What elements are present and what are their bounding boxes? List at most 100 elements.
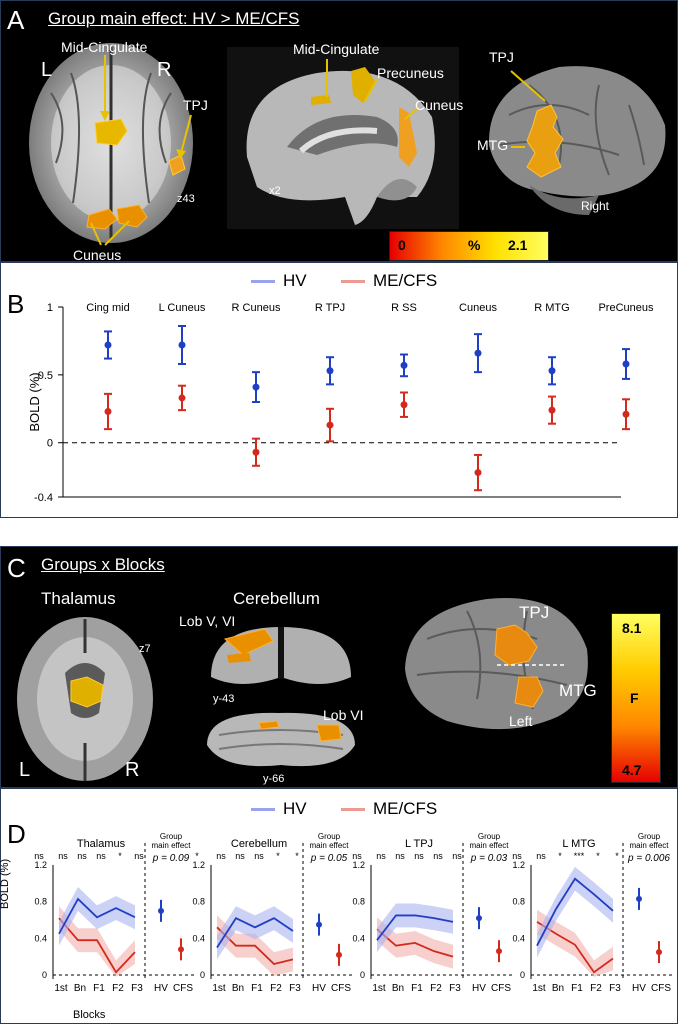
hv-point bbox=[326, 356, 334, 386]
axial-mid-cingulate-label: Mid-Cingulate bbox=[61, 39, 148, 55]
significance-mark: * bbox=[295, 851, 299, 861]
panel-d-letter: D bbox=[7, 819, 26, 849]
category-label: R SS bbox=[391, 302, 417, 314]
hv-line bbox=[376, 914, 454, 941]
colorbar-c-unit: F bbox=[630, 690, 639, 706]
y-tick-label: 0.4 bbox=[352, 933, 365, 943]
sagittal-precuneus-label: Precuneus bbox=[377, 65, 444, 81]
hv-point bbox=[400, 353, 408, 378]
significance-mark: ns bbox=[96, 851, 106, 861]
significance-mark: ns bbox=[512, 851, 522, 861]
me-point bbox=[178, 384, 186, 412]
group-x-label: HV bbox=[312, 983, 326, 994]
significance-mark: ns bbox=[433, 851, 443, 861]
group-x-label: HV bbox=[472, 983, 486, 994]
significance-mark: ns bbox=[77, 851, 87, 861]
y-tick-label: 0.8 bbox=[34, 897, 47, 907]
category-label: L Cuneus bbox=[159, 302, 206, 314]
significance-mark: ns bbox=[216, 851, 226, 861]
me-point bbox=[400, 391, 408, 418]
axial-cuneus-label: Cuneus bbox=[73, 247, 122, 263]
y-tick-label: 1.2 bbox=[34, 860, 47, 870]
mean-marker bbox=[474, 469, 482, 477]
category-label: Cing mid bbox=[86, 302, 129, 314]
x-tick-label: F2 bbox=[430, 983, 442, 994]
legend-d-me-label: ME/CFS bbox=[373, 799, 438, 818]
x-tick-label: 1st bbox=[54, 983, 68, 994]
x-tick-label: F1 bbox=[251, 983, 263, 994]
legend-d-me-line bbox=[341, 808, 365, 811]
significance-mark: ns bbox=[452, 851, 462, 861]
category-label: R MTG bbox=[534, 302, 569, 314]
subplot-title: Thalamus bbox=[77, 838, 126, 850]
group-label-line1: Group bbox=[160, 832, 183, 841]
significance-mark: * bbox=[558, 851, 562, 861]
x-tick-label: 1st bbox=[532, 983, 546, 994]
panel-a: A Group main effect: HV > ME/CFS L R Mid… bbox=[0, 0, 678, 263]
p-value: p = 0.03 bbox=[470, 853, 508, 864]
colorbar-a-unit: % bbox=[468, 237, 481, 253]
cerebellum-slice1-label: y-43 bbox=[213, 693, 235, 705]
mean-marker bbox=[400, 361, 408, 369]
x-tick-label: F3 bbox=[131, 983, 143, 994]
significance-mark: ns bbox=[34, 851, 44, 861]
mean-marker bbox=[178, 394, 186, 402]
thalamus-left-label: L bbox=[19, 759, 31, 781]
panel-d: D HV ME/CFS BOLD (%) Blocks Thalamus 1.2 0… bbox=[0, 788, 678, 1024]
mean-marker bbox=[326, 367, 334, 375]
me-line bbox=[376, 928, 454, 958]
x-tick-label: Bn bbox=[74, 983, 86, 994]
me-point bbox=[622, 398, 630, 431]
group-label-line2: main effect bbox=[152, 841, 192, 850]
me-band bbox=[537, 909, 613, 977]
hv-group-marker bbox=[316, 921, 322, 928]
significance-mark: ns bbox=[254, 851, 264, 861]
sagittal-brain-image bbox=[227, 47, 459, 229]
legend-d-hv-line bbox=[251, 808, 275, 811]
y-tick-label: 0.8 bbox=[352, 897, 365, 907]
sagittal-mid-cingulate-label: Mid-Cingulate bbox=[293, 41, 380, 57]
hv-line bbox=[58, 897, 136, 935]
surface-tpj-label: TPJ bbox=[489, 49, 514, 65]
right-surface-brain-image bbox=[488, 66, 666, 215]
mean-marker bbox=[548, 367, 556, 375]
x-tick-label: F1 bbox=[571, 983, 583, 994]
x-tick-label: F3 bbox=[449, 983, 461, 994]
significance-mark: ns bbox=[352, 851, 362, 861]
significance-mark: ns bbox=[58, 851, 68, 861]
me-point bbox=[252, 437, 260, 467]
y-tick-label: 0 bbox=[47, 438, 53, 450]
axial-tpj-label: TPJ bbox=[183, 97, 208, 113]
mean-marker bbox=[104, 341, 112, 349]
mean-marker bbox=[622, 360, 630, 368]
significance-mark: ns bbox=[536, 851, 546, 861]
cerebellum-lob-vi-label: Lob VI bbox=[323, 707, 364, 723]
panel-a-letter: A bbox=[7, 5, 25, 35]
hv-band bbox=[537, 866, 613, 958]
thalamus-brain-image bbox=[17, 617, 153, 781]
hv-line bbox=[216, 917, 294, 948]
me-group-marker bbox=[336, 951, 342, 958]
group-x-label: CFS bbox=[491, 983, 511, 994]
panel-c-title: Groups x Blocks bbox=[41, 555, 165, 574]
category-label: PreCuneus bbox=[598, 302, 654, 314]
colorbar-a: 0 % 2.1 bbox=[389, 231, 549, 261]
axial-right-label: R bbox=[157, 59, 172, 81]
thalamus-right-label: R bbox=[125, 759, 140, 781]
surface-mtg-label: MTG bbox=[477, 137, 509, 153]
y-tick-label: -0.4 bbox=[34, 492, 53, 504]
y-tick-label: 1.2 bbox=[352, 860, 365, 870]
group-x-label: HV bbox=[154, 983, 168, 994]
y-tick-label: 1.2 bbox=[512, 860, 525, 870]
colorbar-c: 8.1 F 4.7 bbox=[611, 613, 661, 783]
y-tick-label: 0.5 bbox=[38, 370, 53, 382]
significance-mark: ns bbox=[235, 851, 245, 861]
subplot-title: Cerebellum bbox=[231, 838, 287, 850]
mean-marker bbox=[252, 448, 260, 456]
colorbar-a-max: 2.1 bbox=[508, 237, 528, 253]
panel-d-xlabel: Blocks bbox=[73, 1009, 106, 1021]
significance-mark: * bbox=[615, 851, 619, 861]
x-tick-label: F2 bbox=[270, 983, 282, 994]
